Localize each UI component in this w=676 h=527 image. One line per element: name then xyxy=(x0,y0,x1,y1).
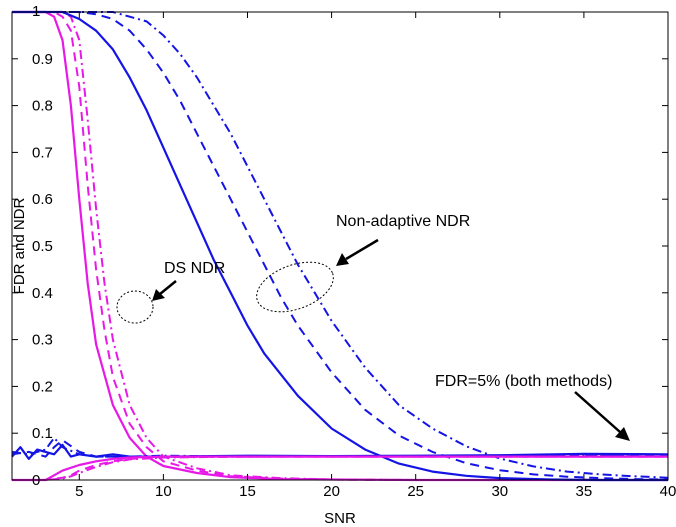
annotation-ds-ndr: DS NDR xyxy=(116,260,225,324)
series-line-nonadaptive-fdr-dashdot xyxy=(11,436,669,458)
y-tick-label: 0.2 xyxy=(32,378,53,395)
x-tick-label: 15 xyxy=(239,483,256,500)
ds-ndr-ellipse xyxy=(116,290,154,324)
fdr-arrow-head xyxy=(615,427,630,441)
series-line-ds-fdr-dashed xyxy=(12,455,668,481)
series-line-ds-fdr-solid xyxy=(12,455,668,482)
x-tick-label: 5 xyxy=(75,483,83,500)
y-tick-label: 0.5 xyxy=(32,238,53,255)
y-tick-label: 0.4 xyxy=(32,285,53,302)
nonadaptive-ndr-arrow-head xyxy=(336,253,349,266)
y-tick-label: 0.6 xyxy=(32,191,53,208)
nonadaptive-ndr-arrow-shaft xyxy=(345,238,379,261)
y-tick-label: 0.8 xyxy=(32,98,53,115)
x-tick-label: 40 xyxy=(660,483,676,500)
fdr-label: FDR=5% (both methods) xyxy=(435,373,612,390)
x-axis-title: SNR xyxy=(324,510,356,527)
y-tick-label: 0 xyxy=(32,472,40,489)
series-line-nonadaptive-ndr-solid xyxy=(12,10,668,482)
y-tick-label: 0.9 xyxy=(32,51,53,68)
nonadaptive-ndr-label: Non-adaptive NDR xyxy=(336,213,470,230)
x-tick-label: 30 xyxy=(491,483,508,500)
x-tick-label: 20 xyxy=(323,483,340,500)
series-line-ds-ndr-dashed xyxy=(12,11,668,481)
x-tick-label: 35 xyxy=(576,483,593,500)
y-tick-label: 1 xyxy=(32,3,40,20)
series-line-nonadaptive-ndr-dashed xyxy=(12,11,669,481)
annotation-nonadaptive-ndr: Non-adaptive NDR xyxy=(256,213,470,313)
nonadaptive-ndr-ellipse xyxy=(256,261,334,313)
series-line-ds-fdr-dashdot xyxy=(12,455,668,481)
fdr-arrow-shaft xyxy=(574,391,621,433)
y-axis-title: FDR and NDR xyxy=(11,197,28,294)
x-tick-label: 10 xyxy=(155,483,172,500)
annotation-fdr: FDR=5% (both methods) xyxy=(435,373,630,441)
x-tick-label: 25 xyxy=(407,483,424,500)
ds-ndr-arrow-shaft xyxy=(159,280,177,295)
ds-ndr-label: DS NDR xyxy=(164,260,225,277)
y-tick-label: 0.3 xyxy=(32,332,53,349)
ds-ndr-arrow-head xyxy=(152,289,165,301)
y-tick-label: 0.7 xyxy=(32,144,53,161)
y-tick-label: 0.1 xyxy=(32,425,53,442)
series-line-nonadaptive-ndr-dashdot xyxy=(12,11,669,479)
plot-area xyxy=(12,12,668,480)
tick-layer: 5 10 15 20 25 30 35 40 0 0.1 0.2 0.3 0.4 0.5 0.6 0.7 0.8… xyxy=(12,3,676,500)
